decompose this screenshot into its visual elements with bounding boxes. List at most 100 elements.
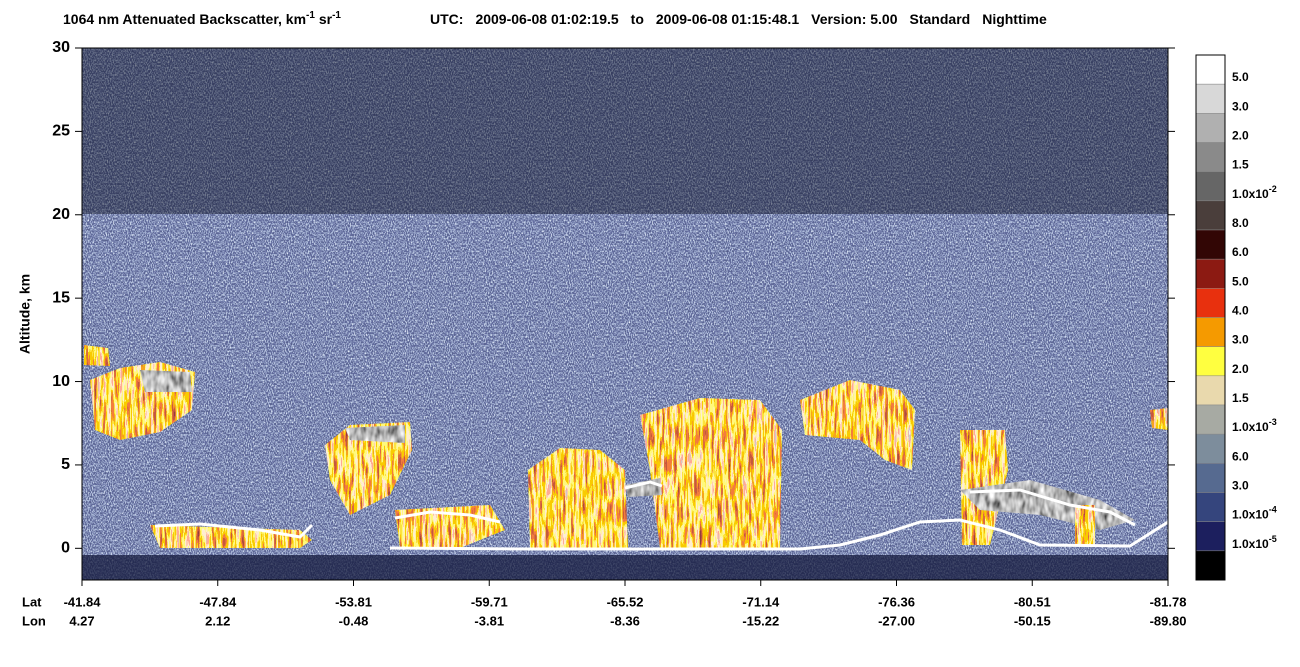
x-tick-label: -59.71: [471, 594, 508, 609]
colorbar-frame: [1195, 54, 1226, 581]
x-tick-label: -80.51: [1014, 594, 1051, 609]
colorbar-swatch: [1195, 142, 1226, 172]
colorbar-label-exponent: -4: [1269, 505, 1277, 515]
subtitle-part: 2009-06-08 01:15:48.1: [656, 11, 799, 27]
title-text: 1064 nm Attenuated Backscatter, km: [63, 11, 306, 27]
colorbar-label: 3.0: [1232, 100, 1249, 114]
colorbar-swatch: [1195, 317, 1226, 347]
x-row-label: Lon: [22, 613, 46, 628]
surface-line: [969, 488, 1136, 527]
y-tick-label: 30: [52, 39, 70, 56]
colorbar-label: 2.0: [1232, 362, 1249, 376]
colorbar-swatch: [1195, 200, 1226, 231]
x-tick-label: -89.80: [1150, 613, 1187, 628]
colorbar-swatch: [1195, 550, 1226, 581]
colorbar-label: 5.0: [1232, 275, 1249, 289]
colorbar-label: 1.0x10-4: [1232, 505, 1277, 522]
surface-return: [154, 480, 1169, 551]
x-tick-label: -65.52: [607, 594, 644, 609]
colorbar-label-text: 1.5: [1232, 158, 1249, 172]
title-text: sr: [315, 11, 333, 27]
surface-line: [394, 510, 501, 524]
x-tick-label: -71.14: [742, 594, 780, 609]
x-tick-label: -41.84: [64, 594, 102, 609]
colorbar-label-text: 5.0: [1232, 275, 1249, 289]
colorbar-swatch: [1195, 288, 1226, 318]
y-tick-label: 25: [52, 123, 70, 140]
colorbar-label-exponent: -2: [1269, 184, 1277, 194]
title-superscript: -1: [306, 10, 315, 21]
x-tick-label: -50.15: [1014, 613, 1051, 628]
subtitle-part: 2009-06-08 01:02:19.5: [475, 11, 618, 27]
y-tick-label: 5: [61, 456, 70, 473]
chart-title: 1064 nm Attenuated Backscatter, km-1 sr-…: [63, 10, 341, 27]
colorbar-swatch: [1195, 375, 1226, 406]
x-tick-label: -3.81: [474, 613, 504, 628]
colorbar-swatch: [1195, 433, 1226, 464]
colorbar-swatch: [1195, 229, 1226, 260]
colorbar-swatch: [1195, 404, 1226, 435]
cloud: [640, 398, 782, 548]
colorbar-label: 3.0: [1232, 479, 1249, 493]
colorbar-label-text: 8.0: [1232, 216, 1249, 230]
colorbar-label-exponent: -5: [1269, 534, 1277, 544]
surface-line: [154, 522, 314, 539]
colorbar-label-text: 2.0: [1232, 129, 1249, 143]
title-superscript: -1: [332, 10, 341, 21]
subsurface: [82, 555, 1168, 580]
x-tick-label: 2.12: [205, 613, 230, 628]
cloud: [140, 370, 192, 392]
backscatter-field: [82, 48, 1169, 580]
subtitle-part: Standard: [910, 11, 971, 27]
upper-layer-shade: [82, 48, 1168, 214]
subtitle-part: UTC:: [430, 11, 463, 27]
colorbar-label-text: 1.0x10: [1232, 508, 1269, 522]
x-tick-label: -8.36: [610, 613, 640, 628]
x-tick-label: -81.78: [1150, 594, 1187, 609]
colorbar-label: 1.0x10-3: [1232, 418, 1277, 435]
x-tick-label: -47.84: [199, 594, 237, 609]
colorbar-label-text: 1.0x10: [1232, 537, 1269, 551]
cloud: [800, 380, 915, 470]
colorbar-swatch: [1195, 171, 1226, 202]
colorbar-swatch: [1195, 54, 1226, 85]
colorbar-swatch: [1195, 492, 1226, 522]
cloud: [528, 448, 628, 548]
cloud: [84, 345, 110, 366]
colorbar-label-text: 6.0: [1232, 245, 1249, 259]
x-tick-label: -15.22: [742, 613, 779, 628]
colorbar-swatch: [1195, 83, 1226, 114]
x-tick-label: -76.36: [878, 594, 915, 609]
cloud: [1150, 408, 1168, 430]
colorbar-label-text: 1.0x10: [1232, 420, 1269, 434]
subtitle-part: Version: 5.00: [811, 11, 898, 27]
colorbar-swatch: [1195, 463, 1226, 493]
colorbar-label: 8.0: [1232, 216, 1249, 230]
colorbar-label-exponent: -3: [1269, 418, 1277, 428]
colorbar-label-text: 1.0x10: [1232, 187, 1269, 201]
colorbar-label-text: 2.0: [1232, 362, 1249, 376]
colorbar-swatch: [1195, 346, 1226, 377]
colorbar-label-text: 3.0: [1232, 333, 1249, 347]
x-row-label: Lat: [22, 594, 42, 609]
colorbar-label-text: 6.0: [1232, 450, 1249, 464]
chart-subtitle: UTC: 2009-06-08 01:02:19.5 to 2009-06-08 01…: [430, 11, 1047, 27]
x-tick-label: 4.27: [69, 613, 94, 628]
y-tick-label: 10: [52, 373, 70, 390]
colorbar-label: 1.0x10-5: [1232, 534, 1277, 551]
colorbar-swatch: [1195, 521, 1226, 552]
surface-line: [624, 480, 663, 490]
colorbar-label-text: 4.0: [1232, 304, 1249, 318]
colorbar-label-text: 3.0: [1232, 100, 1249, 114]
colorbar-label-text: 1.5: [1232, 391, 1249, 405]
colorbar-label: 1.0x10-2: [1232, 184, 1277, 201]
colorbar-label-text: 5.0: [1232, 70, 1249, 84]
y-axis-label: Altitude, km: [17, 274, 33, 354]
colorbar-swatch: [1195, 258, 1226, 289]
colorbar-label: 6.0: [1232, 245, 1249, 259]
colorbar-label: 3.0: [1232, 333, 1249, 347]
colorbar-label: 1.5: [1232, 158, 1249, 172]
colorbar-label-text: 3.0: [1232, 479, 1249, 493]
x-tick-label: -53.81: [335, 594, 372, 609]
